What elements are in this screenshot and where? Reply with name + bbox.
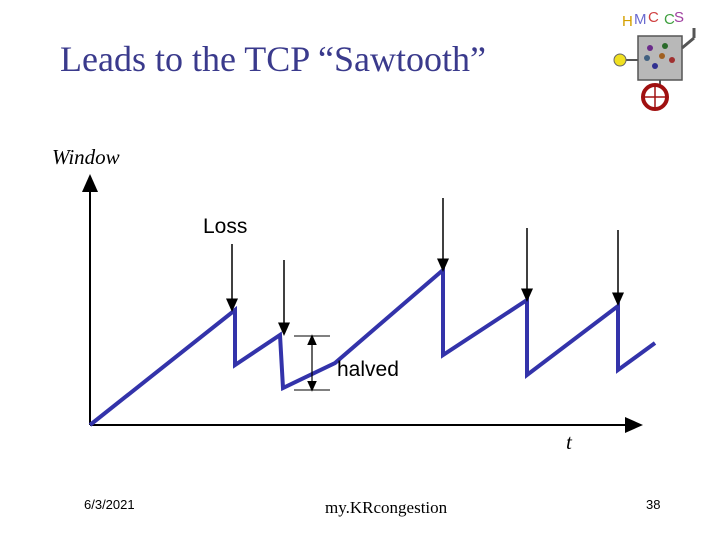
slide-title: Leads to the TCP “Sawtooth” [60, 39, 486, 79]
svg-text:C: C [664, 11, 675, 28]
loss-label: Loss [203, 215, 248, 238]
footer-date: 6/3/2021 [84, 497, 135, 512]
x-axis-label: t [566, 430, 572, 454]
footer-course: my.KRcongestion [325, 498, 448, 517]
halved-label: halved [337, 358, 399, 381]
page-number: 38 [646, 497, 661, 512]
sawtooth-line [88, 265, 657, 427]
svg-text:C: C [648, 9, 659, 26]
y-axis-label: Window [52, 145, 120, 169]
hmc-cs-robot-logo: H M C C S [613, 9, 696, 111]
svg-text:S: S [674, 9, 684, 26]
svg-text:M: M [634, 11, 647, 28]
svg-text:H: H [622, 13, 633, 30]
